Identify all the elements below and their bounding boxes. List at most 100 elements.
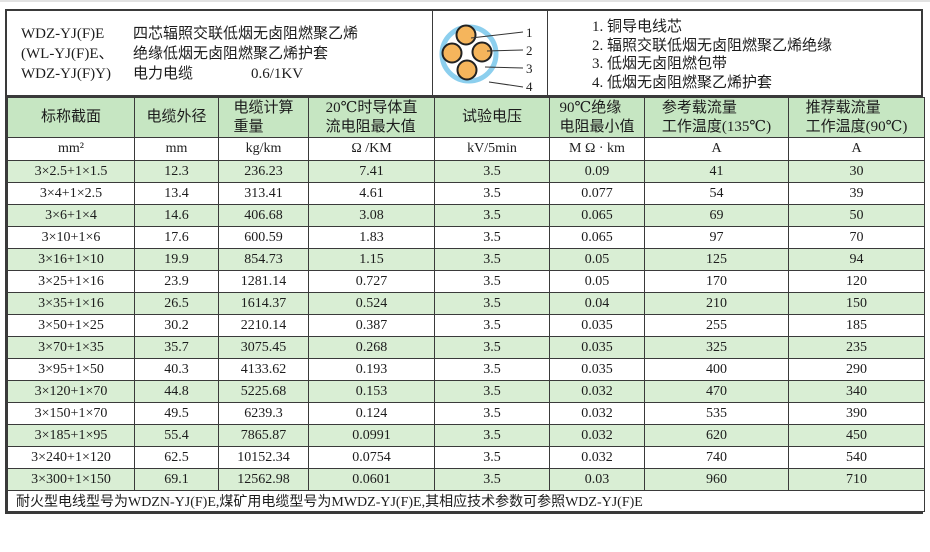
table-cell: 3.5: [434, 270, 550, 293]
table-row: 3×240+1×120 62.5 10152.34 0.0754 3.5 0.032 740…: [7, 446, 925, 469]
conductor-core-right: [471, 41, 493, 63]
table-cell: 340: [788, 380, 925, 403]
table-row: 3×6+1×4 14.6 406.68 3.08 3.5 0.065 69 50: [7, 204, 925, 227]
callout-line-2: [486, 49, 524, 52]
column-header-text: 电缆计算 重量: [233, 99, 294, 135]
unit-cell: A: [644, 137, 789, 161]
table-cell: 94: [788, 248, 925, 271]
table-row: 3×25+1×16 23.9 1281.14 0.727 3.5 0.05 170 120: [7, 270, 925, 293]
table-cell: 6239.3: [218, 402, 309, 425]
table-cell: 3×25+1×16: [7, 270, 135, 293]
table-cell: 0.032: [549, 424, 645, 447]
spec-table: 标称截面 电缆外径 电缆计算 重量 20℃时导体直 流电阻最大值 试验电压 90℃绝缘 电…: [7, 97, 925, 512]
column-header: 电缆外径: [134, 97, 219, 138]
description-line-2: 绝缘低烟无卤阻燃聚乙烯护套: [133, 46, 329, 62]
table-row: 3×185+1×95 55.4 7865.87 0.0991 3.5 0.032 620 45…: [7, 424, 925, 447]
table-cell: 125: [644, 248, 789, 271]
table-cell: 710: [788, 468, 925, 491]
table-cell: 0.09: [549, 160, 645, 183]
table-cell: 3×6+1×4: [7, 204, 135, 227]
product-type-label: 电力电缆: [133, 66, 194, 82]
table-cell: 120: [788, 270, 925, 293]
table-cell: 44.8: [134, 380, 219, 403]
header-row: 标称截面 电缆外径 电缆计算 重量 20℃时导体直 流电阻最大值 试验电压 90℃绝缘 电…: [7, 97, 925, 138]
unit-cell: M Ω · km: [549, 137, 645, 161]
model-code-3: WDZ-YJ(F)Y): [21, 66, 111, 82]
table-cell: 0.032: [549, 446, 645, 469]
table-cell: 17.6: [134, 226, 219, 249]
diagram-label-2: 2: [526, 43, 533, 58]
table-cell: 0.03: [549, 468, 645, 491]
table-cell: 0.032: [549, 402, 645, 425]
table-cell: 3.5: [434, 182, 550, 205]
footnote-text: 耐火型电线型号为WDZN-YJ(F)E,煤矿用电缆型号为MWDZ-YJ(F)E,…: [7, 490, 925, 512]
table-cell: 150: [788, 292, 925, 315]
conductor-core-left: [441, 42, 463, 64]
table-cell: 0.032: [549, 380, 645, 403]
table-row: 3×300+1×150 69.1 12562.98 0.0601 3.5 0.03 960 7…: [7, 468, 925, 491]
table-cell: 740: [644, 446, 789, 469]
table-cell: 12562.98: [218, 468, 309, 491]
table-cell: 19.9: [134, 248, 219, 271]
table-cell: 40.3: [134, 358, 219, 381]
table-cell: 23.9: [134, 270, 219, 293]
table-cell: 0.065: [549, 204, 645, 227]
table-cell: 54: [644, 182, 789, 205]
column-header: 试验电压: [434, 97, 550, 138]
table-cell: 26.5: [134, 292, 219, 315]
column-header: 90℃绝缘 电阻最小值: [549, 97, 645, 138]
table-cell: 30.2: [134, 314, 219, 337]
column-header-text: 电缆外径: [146, 109, 207, 125]
table-body: 3×2.5+1×1.5 12.3 236.23 7.41 3.5 0.09 41 30 3×4+…: [7, 160, 925, 491]
table-cell: 313.41: [218, 182, 309, 205]
table-cell: 3.5: [434, 314, 550, 337]
model-code-1: WDZ-YJ(F)E: [21, 26, 105, 42]
table-cell: 170: [644, 270, 789, 293]
table-cell: 854.73: [218, 248, 309, 271]
conductor-core-bottom: [456, 59, 478, 81]
table-cell: 3.5: [434, 160, 550, 183]
table-cell: 3×120+1×70: [7, 380, 135, 403]
diagram-label-1: 1: [526, 25, 533, 40]
unit-cell: mm²: [7, 137, 135, 161]
table-row: 3×150+1×70 49.5 6239.3 0.124 3.5 0.032 535 390: [7, 402, 925, 425]
table-cell: 0.153: [308, 380, 435, 403]
table-row: 3×120+1×70 44.8 5225.68 0.153 3.5 0.032 470 340: [7, 380, 925, 403]
cable-spec-sheet: WDZ-YJ(F)E (WL-YJ(F)E、 WDZ-YJ(F)Y) 四芯辐照交…: [5, 9, 925, 514]
table-cell: 0.727: [308, 270, 435, 293]
table-cell: 3×2.5+1×1.5: [7, 160, 135, 183]
table-cell: 0.268: [308, 336, 435, 359]
column-header-text: 推荐载流量 工作温度(90℃): [805, 99, 908, 135]
table-cell: 0.124: [308, 402, 435, 425]
table-cell: 0.035: [549, 336, 645, 359]
table-cell: 5225.68: [218, 380, 309, 403]
description-line-1: 四芯辐照交联低烟无卤阻燃聚乙烯: [133, 26, 359, 42]
table-cell: 600.59: [218, 226, 309, 249]
column-header: 电缆计算 重量: [218, 97, 309, 138]
table-row: 3×70+1×35 35.7 3075.45 0.268 3.5 0.035 325 235: [7, 336, 925, 359]
table-cell: 3.5: [434, 402, 550, 425]
cable-cross-section-icon: 1 2 3 4: [439, 24, 533, 94]
table-cell: 3075.45: [218, 336, 309, 359]
table-cell: 0.035: [549, 314, 645, 337]
table-cell: 400: [644, 358, 789, 381]
table-cell: 3×50+1×25: [7, 314, 135, 337]
table-cell: 450: [788, 424, 925, 447]
product-title-cell: WDZ-YJ(F)E (WL-YJ(F)E、 WDZ-YJ(F)Y) 四芯辐照交…: [7, 11, 433, 95]
table-cell: 1.15: [308, 248, 435, 271]
table-row: 3×16+1×10 19.9 854.73 1.15 3.5 0.05 125 94: [7, 248, 925, 271]
column-header: 20℃时导体直 流电阻最大值: [308, 97, 435, 138]
table-cell: 236.23: [218, 160, 309, 183]
table-cell: 0.0601: [308, 468, 435, 491]
table-cell: 3.5: [434, 292, 550, 315]
table-cell: 0.065: [549, 226, 645, 249]
table-cell: 55.4: [134, 424, 219, 447]
table-cell: 535: [644, 402, 789, 425]
table-cell: 0.04: [549, 292, 645, 315]
table-row: 3×10+1×6 17.6 600.59 1.83 3.5 0.065 97 70: [7, 226, 925, 249]
table-cell: 0.05: [549, 248, 645, 271]
unit-cell: kg/km: [218, 137, 309, 161]
table-cell: 14.6: [134, 204, 219, 227]
table-cell: 3.5: [434, 380, 550, 403]
table-cell: 35.7: [134, 336, 219, 359]
